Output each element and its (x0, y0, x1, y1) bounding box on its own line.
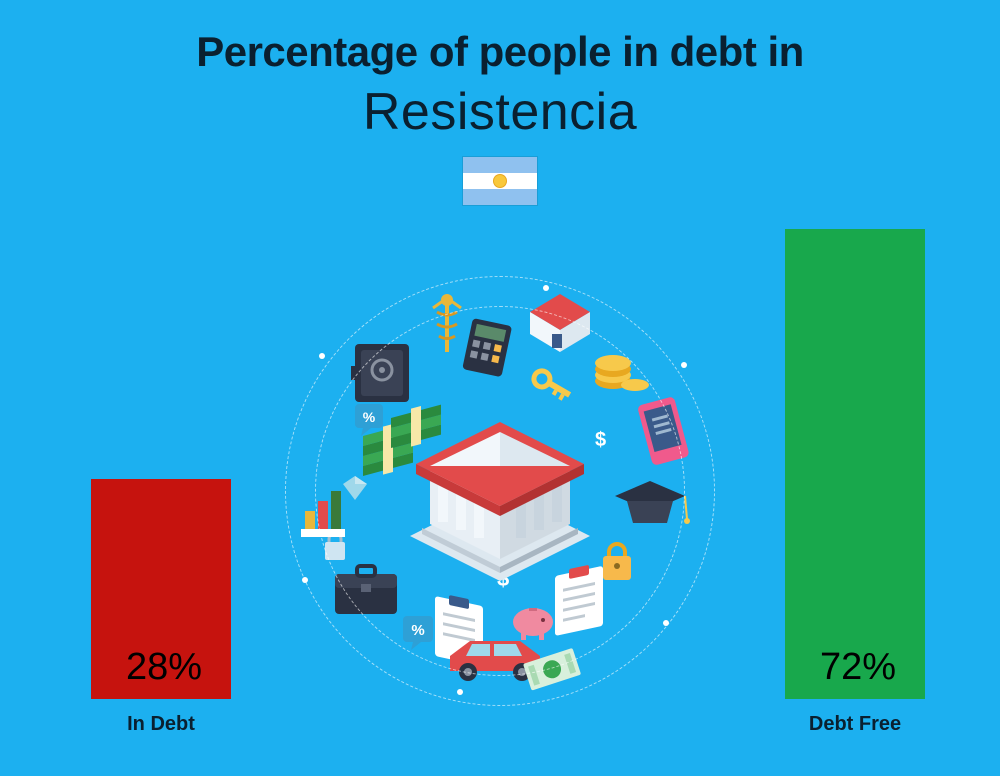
bar-in-debt: 28% In Debt (86, 479, 236, 736)
bar-in-debt-label: In Debt (127, 713, 195, 736)
bar-debt-free-label: Debt Free (809, 713, 901, 736)
chart-area: 28% In Debt 72% Debt Free (0, 196, 1000, 736)
bar-debt-free-value: 72% (814, 646, 896, 699)
bar-in-debt-rect: 28% (91, 479, 231, 699)
bar-debt-free: 72% Debt Free (780, 229, 930, 736)
bar-in-debt-value: 28% (120, 646, 202, 699)
bar-debt-free-rect: 72% (785, 229, 925, 699)
page-title: Percentage of people in debt in (0, 0, 1000, 76)
finance-illustration: $ $ (285, 276, 715, 706)
city-name: Resistencia (0, 82, 1000, 142)
